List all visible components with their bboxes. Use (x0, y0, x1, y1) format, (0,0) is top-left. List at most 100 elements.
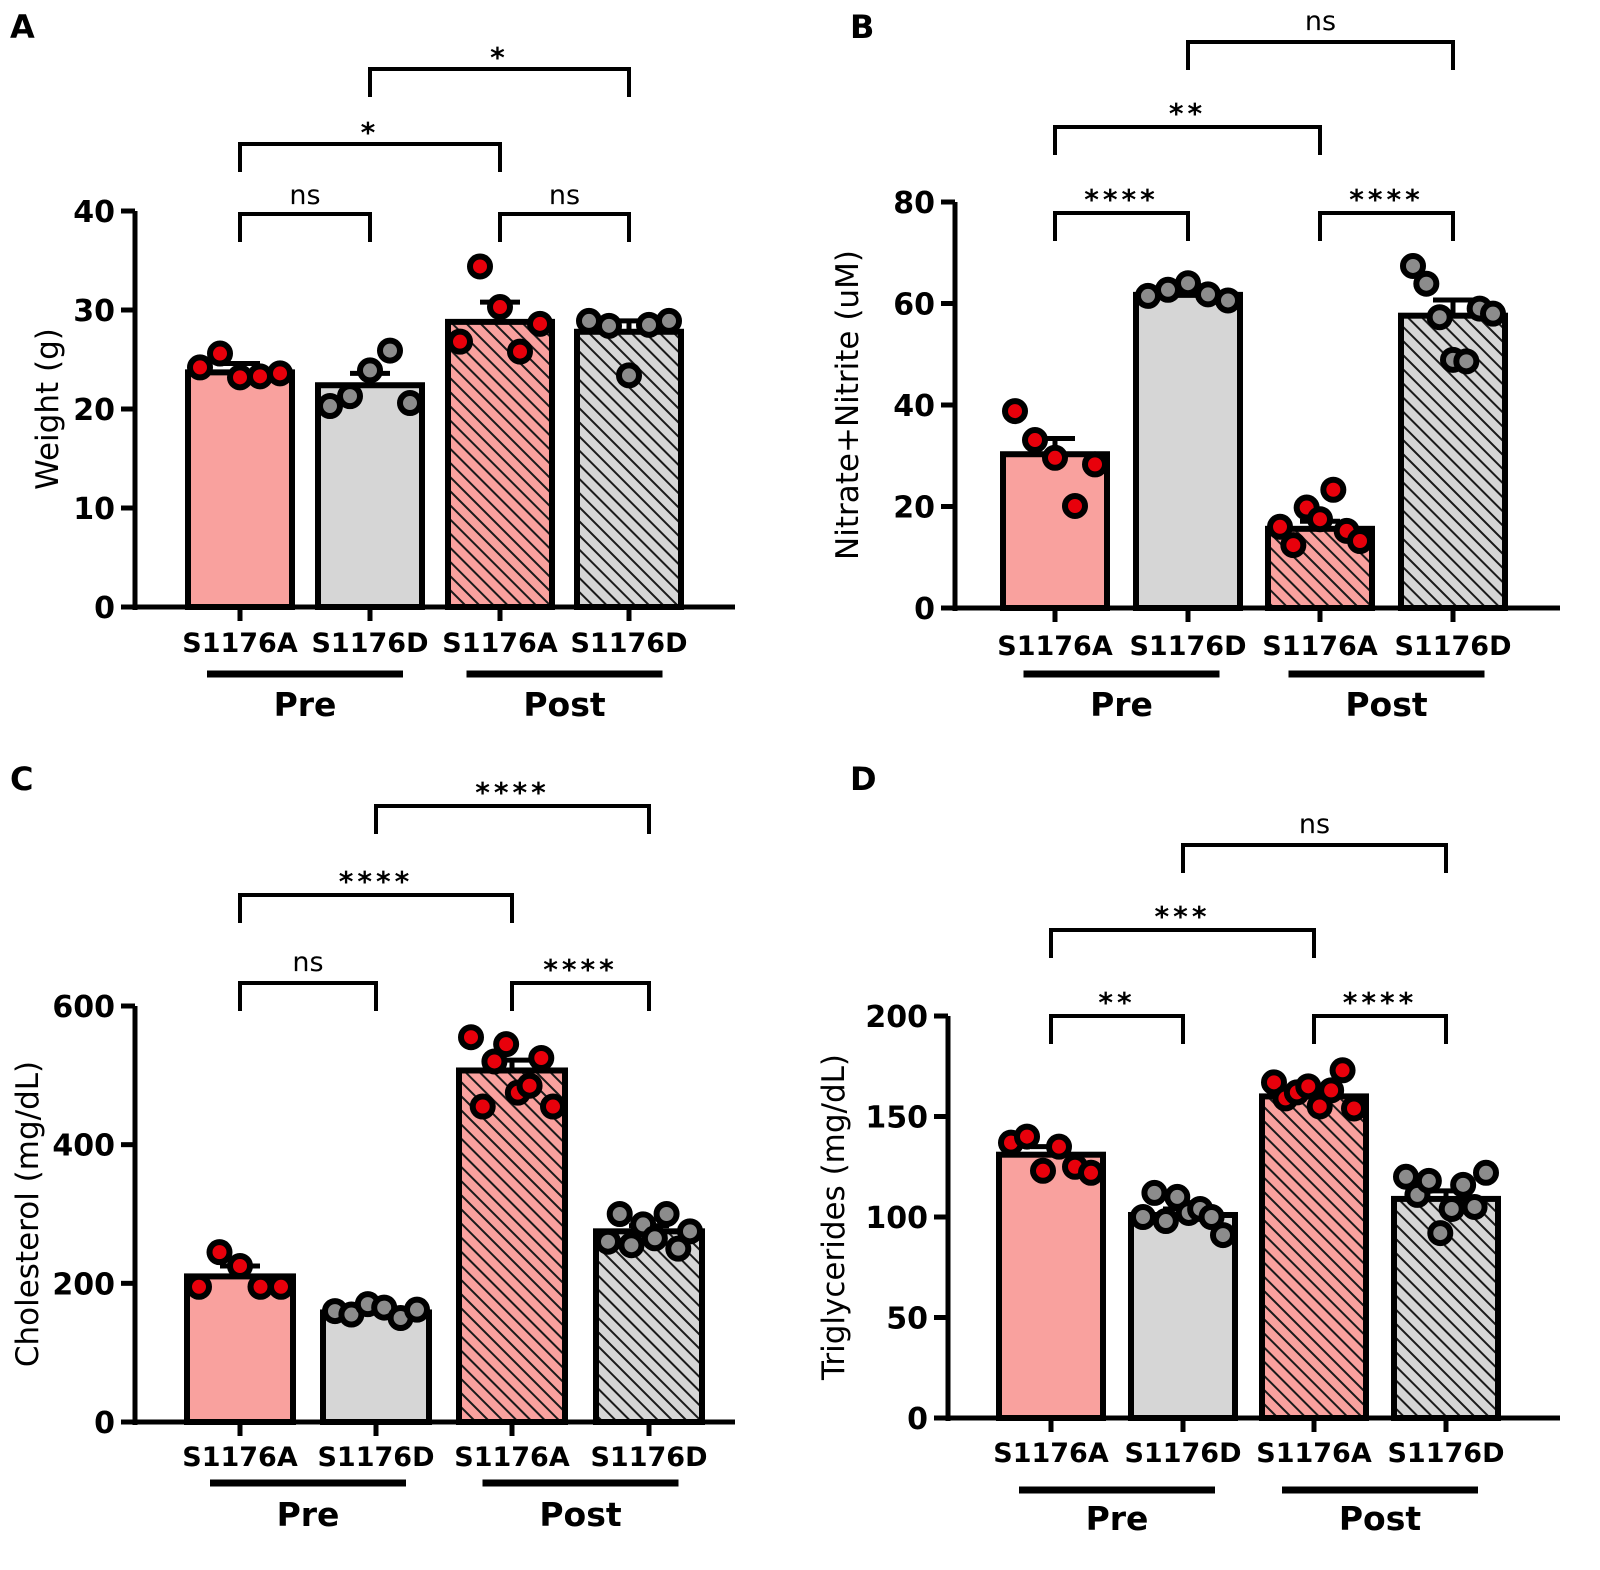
x-tick-label: S1176A (997, 631, 1113, 662)
panels: A Weight (g) 0 10 20 30 40 S1176A S1176D S1176A S1… (10, 6, 1560, 1538)
data-point (1042, 444, 1068, 471)
significance-bracket (1186, 40, 1455, 70)
group-label: Post (1345, 685, 1427, 724)
group-label: Post (539, 1495, 621, 1534)
bar (593, 1228, 705, 1426)
x-tick-label: S1176D (317, 1442, 434, 1473)
y-axis-label: Nitrate+Nitrite (uM) (830, 250, 866, 560)
bar (456, 1067, 568, 1425)
data-point (1413, 270, 1440, 297)
data-point (1280, 532, 1307, 559)
x-tick-label: S1176D (1129, 631, 1246, 662)
data-point (458, 1024, 484, 1051)
y-tick-label: 20 (893, 491, 935, 526)
data-point (507, 338, 533, 365)
data-point (516, 1072, 543, 1099)
data-point (595, 1228, 621, 1255)
x-tick-label: S1176D (1124, 1438, 1241, 1469)
significance-label: **** (475, 776, 550, 809)
data-point (616, 362, 642, 389)
significance-bracket (498, 212, 631, 242)
data-point (1415, 1167, 1442, 1194)
significance-label: ns (1299, 809, 1330, 840)
data-point (404, 1296, 430, 1323)
data-point (527, 310, 553, 337)
significance-label: *** (1155, 900, 1211, 933)
y-tick-label: 0 (94, 591, 115, 626)
data-point (1082, 451, 1108, 478)
data-point (1320, 476, 1347, 503)
data-point (227, 364, 253, 391)
data-point (247, 363, 273, 390)
data-point (1062, 492, 1088, 519)
x-tick-label: S1176A (993, 1438, 1109, 1469)
data-point (268, 1273, 294, 1300)
y-tick-label: 0 (94, 1406, 115, 1441)
significance-label: * (490, 41, 509, 74)
significance-bracket (368, 67, 631, 97)
data-point (357, 357, 383, 384)
y-tick-label: 40 (893, 389, 935, 424)
x-tick-label: S1176A (442, 628, 558, 659)
data-point (447, 328, 473, 355)
y-tick-label: 60 (893, 288, 935, 323)
y-axis-label: Weight (g) (30, 328, 66, 490)
panel-letter: C (10, 760, 33, 798)
data-point (1450, 1171, 1477, 1198)
y-tick-label: 80 (893, 186, 935, 221)
y-axis-label: Triglycerides (mg/dL) (816, 1054, 852, 1381)
data-point (467, 253, 493, 280)
x-tick-label: S1176A (182, 1442, 298, 1473)
significance-label: ns (292, 947, 323, 978)
data-point (487, 294, 513, 321)
x-tick-label: S1176A (182, 628, 298, 659)
data-point (1014, 1123, 1040, 1150)
data-point (1461, 1193, 1488, 1220)
x-tick-label: S1176A (1262, 631, 1378, 662)
data-point (1453, 348, 1480, 375)
data-point (469, 1093, 496, 1120)
panel-b: B Nitrate+Nitrite (uM) 0 20 40 60 80 S1176A S117… (830, 6, 1560, 724)
y-tick-label: 600 (52, 990, 115, 1025)
data-point (227, 1253, 253, 1279)
data-point (618, 1232, 645, 1259)
data-point (1155, 276, 1181, 303)
data-point (596, 312, 622, 339)
bar (445, 318, 555, 610)
data-point (1400, 252, 1426, 279)
significance-bracket (1053, 125, 1322, 155)
y-axis-label: Cholesterol (mg/dL) (10, 1061, 46, 1367)
data-point (1341, 1095, 1367, 1122)
significance-bracket (1312, 1014, 1448, 1044)
panel-c: C Cholesterol (mg/dL) 0 200 400 600 S1176A S117… (10, 760, 735, 1534)
significance-label: ns (1305, 6, 1336, 37)
y-tick-label: 0 (914, 592, 935, 627)
data-point (1210, 1222, 1236, 1249)
data-point (1329, 1057, 1356, 1084)
data-point (317, 393, 343, 420)
significance-bracket (1181, 843, 1448, 873)
significance-bracket (374, 804, 651, 834)
x-tick-label: S1176D (1387, 1438, 1504, 1469)
group-label: Post (523, 685, 605, 724)
data-point (1195, 281, 1221, 308)
panel-letter: A (10, 8, 35, 46)
significance-label: **** (1343, 986, 1418, 1019)
significance-label: **** (1084, 183, 1159, 216)
data-point (1022, 427, 1048, 454)
x-tick-label: S1176A (454, 1442, 570, 1473)
y-tick-label: 100 (865, 1201, 928, 1236)
data-point (1347, 528, 1373, 555)
data-point (1473, 1159, 1499, 1186)
data-point (665, 1235, 692, 1262)
data-point (377, 337, 403, 364)
data-point (1002, 398, 1028, 425)
significance-bracket (238, 212, 372, 242)
y-tick-label: 40 (73, 195, 115, 230)
data-point (1438, 1195, 1465, 1222)
x-tick-label: S1176A (1256, 1438, 1372, 1469)
data-point (1078, 1159, 1104, 1186)
significance-label: ** (1169, 97, 1206, 130)
panel-letter: D (850, 760, 877, 798)
